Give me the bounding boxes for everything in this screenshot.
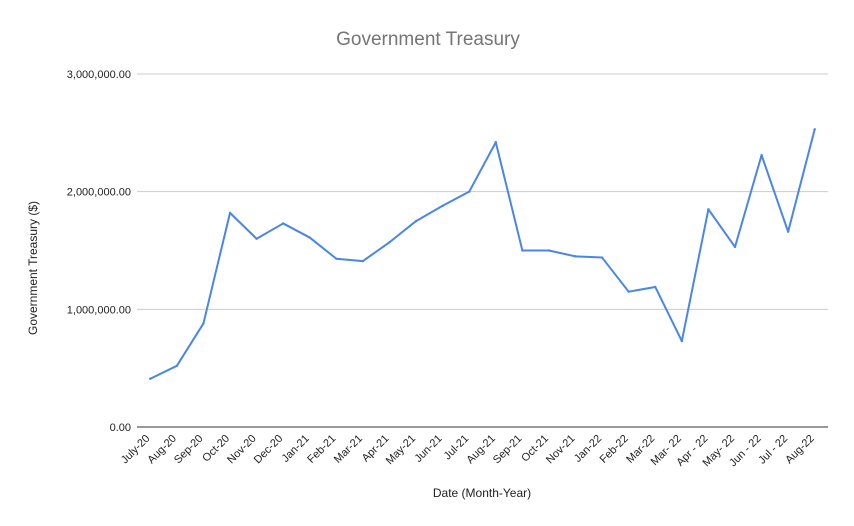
data-point	[308, 236, 311, 239]
y-axis-ticks: 0.00 1,000,000.00 2,000,000.00 3,000,000.00	[67, 69, 131, 434]
x-tick-label: Nov-20	[225, 433, 259, 467]
x-tick-label: Dec-20	[252, 433, 286, 467]
data-point	[255, 237, 258, 240]
data-point	[468, 190, 471, 193]
y-tick-label: 2,000,000.00	[67, 187, 131, 199]
x-tick-label: Feb-22	[598, 433, 631, 466]
data-point	[707, 208, 710, 211]
data-point	[441, 204, 444, 207]
gridlines	[137, 73, 828, 428]
data-point	[202, 322, 205, 325]
x-tick-label: Jun-21	[412, 433, 444, 465]
data-point	[627, 290, 630, 293]
x-tick-label: Aug-20	[145, 433, 179, 467]
data-point	[388, 241, 391, 244]
x-tick-label: May-21	[384, 433, 418, 467]
data-point	[760, 153, 763, 157]
y-tick-label: 1,000,000.00	[67, 304, 131, 316]
y-tick-label: 0.00	[110, 422, 131, 434]
x-axis-ticks: July-20Aug-20Sep-20Oct-20Nov-20Dec-20Jan…	[119, 433, 817, 470]
series-layer	[149, 128, 816, 380]
data-point	[175, 364, 179, 368]
x-tick-label: Sep-21	[491, 433, 525, 467]
y-tick-label: 3,000,000.00	[67, 69, 131, 81]
data-point	[494, 141, 497, 144]
x-axis-label: Date (Month-Year)	[433, 486, 531, 500]
x-tick-label: Aug-21	[464, 433, 498, 467]
series-line	[149, 128, 816, 380]
data-point	[786, 230, 790, 233]
data-point	[335, 257, 338, 260]
data-point	[414, 219, 418, 223]
data-point	[361, 259, 365, 263]
data-point	[813, 128, 816, 131]
data-point	[680, 339, 684, 343]
x-tick-label: Aug-22	[783, 433, 817, 467]
x-tick-label: Feb-21	[305, 433, 338, 466]
data-point	[521, 249, 524, 252]
data-point	[733, 245, 737, 249]
data-point	[654, 285, 657, 289]
data-point	[574, 255, 577, 258]
data-point	[281, 222, 285, 225]
x-tick-label: Nov-21	[544, 433, 578, 467]
x-tick-label: Jul - 22	[756, 433, 790, 467]
y-axis-label: Government Treasury ($)	[26, 201, 40, 335]
x-tick-label: Sep-20	[172, 433, 206, 467]
chart-title: Government Treasury	[336, 29, 520, 50]
data-point	[149, 377, 152, 380]
data-point	[600, 256, 604, 259]
data-point	[547, 249, 551, 252]
x-tick-label: July-20	[119, 433, 153, 467]
x-tick-label: Mar-21	[332, 433, 365, 466]
data-point	[228, 211, 232, 215]
